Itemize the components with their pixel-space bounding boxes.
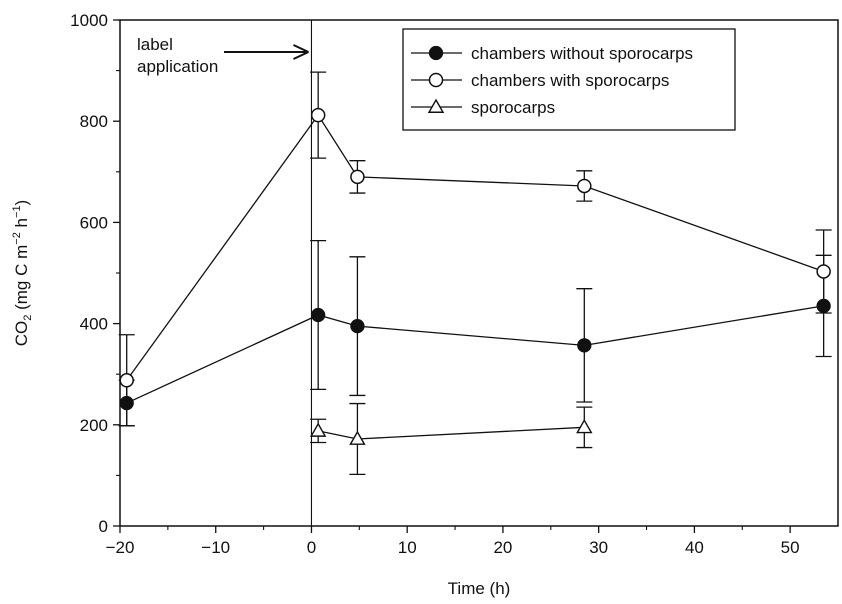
legend-item-chambers-with-sporocarps: chambers with sporocarps xyxy=(411,71,669,90)
annotation-arrowhead xyxy=(293,44,309,60)
x-axis-label: Time (h) xyxy=(448,579,511,598)
legend-marker xyxy=(428,45,444,61)
legend-item-chambers-without-sporocarps: chambers without sporocarps xyxy=(411,44,693,63)
annotation-text: label application xyxy=(137,35,218,76)
annotation-text-line: label xyxy=(137,35,173,54)
y-axis-label-sub: 2 xyxy=(22,315,34,321)
annotation-text-line: application xyxy=(137,57,218,76)
data-point xyxy=(310,107,326,123)
x-tick-label: 50 xyxy=(781,538,800,557)
data-point xyxy=(349,430,366,445)
data-point xyxy=(576,418,593,434)
legend-item-sporocarps: sporocarps xyxy=(411,98,555,117)
y-axis-label-sup1: −2 xyxy=(11,232,23,245)
x-tick-label: 30 xyxy=(589,538,608,557)
x-tick-label: −20 xyxy=(106,538,135,557)
y-axis-label-base: CO xyxy=(12,321,31,347)
x-axis: −20 −10 0 10 20 30 40 50 xyxy=(106,526,800,557)
data-point xyxy=(350,169,365,185)
y-tick-label: 0 xyxy=(99,517,108,536)
y-tick-label: 1000 xyxy=(70,11,108,30)
data-point xyxy=(816,264,831,279)
y-tick-label: 800 xyxy=(80,112,108,131)
y-axis-label-rest2: h xyxy=(12,218,31,232)
y-axis-label-rest1: (mg C m xyxy=(12,245,31,315)
data-point xyxy=(119,373,134,388)
y-axis-label: CO2 (mg C m−2 h−1) xyxy=(11,200,34,346)
x-tick-label: 0 xyxy=(307,538,316,557)
legend: chambers without sporocarps chambers with… xyxy=(402,28,736,131)
x-tick-label: 20 xyxy=(493,538,512,557)
data-point xyxy=(577,178,592,194)
legend-marker xyxy=(428,72,444,88)
y-axis-label-sup2: −1 xyxy=(11,205,23,218)
y-tick-label: 600 xyxy=(80,213,108,232)
legend-label: sporocarps xyxy=(471,98,555,117)
y-tick-label: 400 xyxy=(80,315,108,334)
x-tick-label: 40 xyxy=(685,538,704,557)
data-point xyxy=(311,307,326,323)
y-axis: 0 200 400 600 800 1000 xyxy=(70,11,120,536)
y-axis-label-rest3: ) xyxy=(12,200,31,206)
legend-marker xyxy=(427,98,445,113)
x-tick-label: 10 xyxy=(398,538,417,557)
y-tick-label: 200 xyxy=(80,416,108,435)
series-chambers-with-sporocarps xyxy=(118,71,832,427)
data-point xyxy=(577,338,592,353)
legend-label: chambers with sporocarps xyxy=(471,71,669,90)
series-chambers-without-sporocarps xyxy=(118,239,832,427)
x-tick-label: −10 xyxy=(201,538,230,557)
series-line xyxy=(126,113,824,381)
series-sporocarps xyxy=(309,402,593,476)
data-point xyxy=(309,422,327,437)
legend-label: chambers without sporocarps xyxy=(471,44,693,63)
annotation-layer: label application xyxy=(137,20,313,526)
data-point xyxy=(350,318,365,334)
series-line xyxy=(126,305,824,404)
series-layer xyxy=(118,71,832,476)
